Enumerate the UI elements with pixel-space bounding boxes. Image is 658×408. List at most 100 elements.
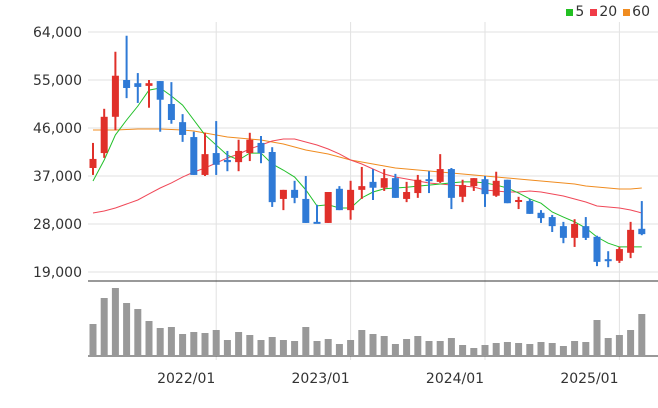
candle-up <box>201 154 209 175</box>
candle-up <box>347 189 355 211</box>
volume-bar <box>190 332 198 356</box>
candle-down <box>638 228 646 235</box>
y-tick-label: 46,000 <box>33 121 82 137</box>
volume-bar <box>89 324 97 356</box>
volume-bar <box>615 335 623 356</box>
candle-up <box>571 224 579 238</box>
volume-bar <box>627 330 635 356</box>
x-tick-label: 2022/01 <box>157 371 215 387</box>
candle-up <box>515 200 523 202</box>
candle-down <box>548 217 556 227</box>
candle-up <box>89 158 97 168</box>
candle-up <box>459 185 467 197</box>
candle-down <box>593 236 601 262</box>
ma20-swatch-icon <box>590 8 598 16</box>
volume-bar <box>246 335 254 356</box>
volume-bar <box>593 320 601 356</box>
candle-down <box>481 179 489 195</box>
volume-bar <box>604 338 612 356</box>
volume-bar <box>201 333 209 356</box>
candle-up <box>436 169 444 182</box>
candle-up <box>615 249 623 261</box>
candle-up <box>279 189 287 199</box>
candle-up <box>246 139 254 154</box>
candle-down <box>537 212 545 219</box>
volume-bar <box>358 330 366 356</box>
y-tick-label: 55,000 <box>33 73 82 89</box>
volume-bar <box>134 309 142 356</box>
volume-bar <box>335 344 343 356</box>
candle-down <box>335 188 343 211</box>
legend-label: 5 <box>575 4 585 20</box>
legend-item-ma5[interactable]: 5 <box>566 4 584 20</box>
candle-down <box>156 81 164 100</box>
candle-down <box>212 153 220 165</box>
volume-bar <box>425 341 433 356</box>
volume-bar <box>313 341 321 356</box>
volume-bar <box>571 341 579 356</box>
candle-up <box>380 178 388 188</box>
candle-down <box>425 179 433 182</box>
volume-bar <box>559 346 567 356</box>
candle-up <box>470 178 478 187</box>
volume-bar <box>257 340 265 356</box>
volume-bar <box>459 345 467 356</box>
candle-down <box>268 152 276 203</box>
volume-bar <box>123 303 131 356</box>
volume-bar <box>380 336 388 356</box>
candle-up <box>492 180 500 196</box>
candle-up <box>627 229 635 253</box>
candle-up <box>324 192 332 223</box>
candle-down <box>302 198 310 223</box>
candle-down <box>257 142 265 154</box>
volume-bar <box>414 336 422 356</box>
ma5-line <box>92 87 642 248</box>
candle-down <box>447 169 455 198</box>
volume-bar <box>638 314 646 356</box>
candle-down <box>179 122 187 135</box>
volume-bar <box>403 339 411 356</box>
candle-up <box>145 83 153 86</box>
volume-bar <box>156 328 164 356</box>
candle-up <box>235 150 243 163</box>
volume-bar <box>347 340 355 356</box>
volume-bar <box>515 343 523 356</box>
candle-up <box>100 116 108 154</box>
volume-bar <box>537 342 545 356</box>
legend-item-ma20[interactable]: 20 <box>590 4 617 20</box>
volume-bar <box>548 343 556 356</box>
candle-down <box>604 259 612 262</box>
x-tick-label: 2024/01 <box>426 371 484 387</box>
candle-down <box>503 179 511 204</box>
volume-bar <box>100 298 108 356</box>
volume-bar <box>223 340 231 356</box>
legend-label: 60 <box>632 4 650 20</box>
volume-bar <box>324 339 332 356</box>
volume-bar <box>526 344 534 356</box>
volume-bar <box>369 334 377 356</box>
x-tick-label: 2025/01 <box>560 371 618 387</box>
candle-down <box>190 137 198 175</box>
volume-bar <box>492 343 500 356</box>
volume-bar <box>470 348 478 356</box>
x-tick-label: 2023/01 <box>292 371 350 387</box>
y-tick-label: 37,000 <box>33 169 82 185</box>
legend-item-ma60[interactable]: 60 <box>623 4 650 20</box>
y-tick-label: 28,000 <box>33 217 82 233</box>
volume-bar <box>279 340 287 356</box>
ma20-line <box>92 138 642 214</box>
volume-bar <box>391 344 399 356</box>
candle-down <box>369 181 377 188</box>
volume-bar <box>167 327 175 356</box>
volume-bar <box>268 337 276 356</box>
candle-down <box>582 226 590 238</box>
candle-down <box>391 178 399 198</box>
volume-bar <box>145 321 153 356</box>
volume-bar <box>481 345 489 356</box>
candle-down <box>559 226 567 238</box>
candle-down <box>313 221 321 224</box>
candle-down <box>167 104 175 120</box>
candle-up <box>111 75 119 117</box>
candle-up <box>358 186 366 190</box>
